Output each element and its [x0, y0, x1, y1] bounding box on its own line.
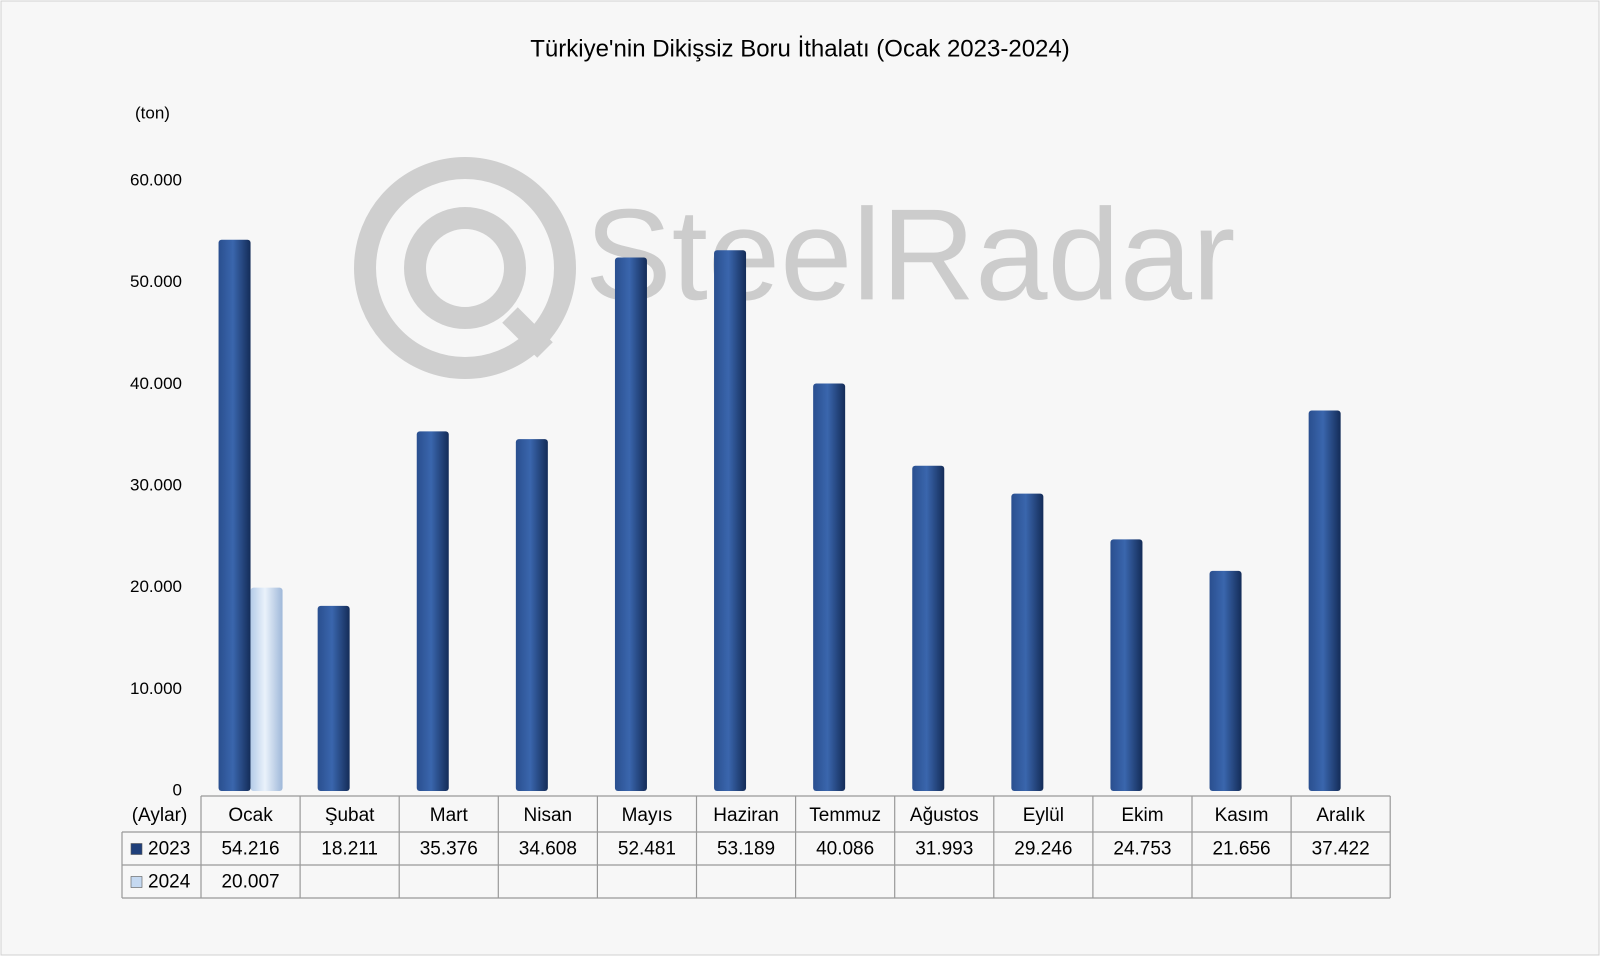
y-tick-label: 30.000: [130, 475, 182, 494]
table-value: 24.753: [1113, 839, 1171, 860]
bar: [714, 250, 747, 791]
table-header: (Aylar): [132, 805, 188, 826]
legend-label: 2023: [148, 839, 190, 860]
table-value: 53.189: [717, 839, 775, 860]
table-value: 37.422: [1312, 839, 1370, 860]
table-value: 34.608: [519, 839, 577, 860]
table-value: 35.376: [420, 839, 478, 860]
y-tick-label: 50.000: [130, 272, 182, 291]
bar: [1110, 539, 1143, 791]
table-value: 54.216: [221, 839, 279, 860]
bar: [218, 239, 251, 791]
table-value: 52.481: [618, 839, 676, 860]
y-axis-label: (ton): [135, 103, 170, 122]
y-tick-label: 0: [173, 780, 182, 799]
table-value: 40.086: [816, 839, 874, 860]
bar: [515, 439, 548, 791]
x-tick-label: Ağustos: [910, 805, 979, 826]
table-value: 29.246: [1014, 839, 1072, 860]
table-value: 31.993: [915, 839, 973, 860]
x-tick-label: Haziran: [713, 805, 778, 826]
x-tick-label: Aralık: [1316, 805, 1365, 826]
table-value: 18.211: [321, 839, 378, 860]
y-tick-label: 10.000: [130, 679, 182, 698]
y-tick-label: 20.000: [130, 577, 182, 596]
x-tick-label: Kasım: [1215, 805, 1269, 826]
legend-label: 2024: [148, 872, 191, 893]
x-tick-label: Mayıs: [622, 805, 673, 826]
x-tick-label: Temmuz: [809, 805, 881, 826]
y-tick-label: 60.000: [130, 170, 182, 189]
x-tick-label: Nisan: [524, 805, 573, 826]
legend-swatch: [130, 843, 143, 855]
table-grid: [121, 795, 1391, 899]
bar: [912, 465, 945, 791]
watermark-logo: [354, 157, 576, 379]
x-tick-label: Ekim: [1121, 805, 1163, 826]
x-tick-label: Şubat: [325, 805, 375, 826]
bar: [813, 383, 846, 791]
x-tick-label: Ocak: [228, 805, 273, 826]
bar: [614, 257, 647, 791]
bar: [1209, 570, 1242, 791]
x-tick-label: Eylül: [1023, 805, 1064, 826]
legend-swatch: [130, 876, 143, 888]
table-value: 20.007: [221, 872, 279, 893]
table-value: 21.656: [1212, 839, 1270, 860]
x-tick-label: Mart: [430, 805, 469, 826]
bar: [250, 587, 283, 791]
bar: [416, 431, 449, 791]
y-tick-label: 40.000: [130, 374, 182, 393]
bar: [317, 605, 350, 791]
bar: [1308, 410, 1341, 791]
bar: [1011, 493, 1044, 791]
watermark: SteelRadar: [585, 181, 1235, 327]
chart-title: Türkiye'nin Dikişsiz Boru İthalatı (Ocak…: [530, 35, 1069, 62]
